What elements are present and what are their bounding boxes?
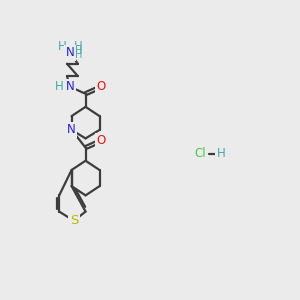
Text: N: N [66, 80, 74, 93]
Text: H: H [217, 147, 226, 160]
Text: H: H [75, 46, 82, 56]
Text: H: H [75, 50, 82, 60]
Text: N: N [66, 46, 74, 59]
Text: H: H [55, 80, 64, 93]
Text: N: N [67, 123, 76, 136]
Text: H: H [58, 40, 67, 53]
Text: H: H [74, 40, 82, 53]
Text: O: O [96, 80, 106, 93]
Text: S: S [70, 214, 78, 227]
Text: Cl: Cl [194, 147, 206, 160]
Text: O: O [96, 134, 106, 147]
